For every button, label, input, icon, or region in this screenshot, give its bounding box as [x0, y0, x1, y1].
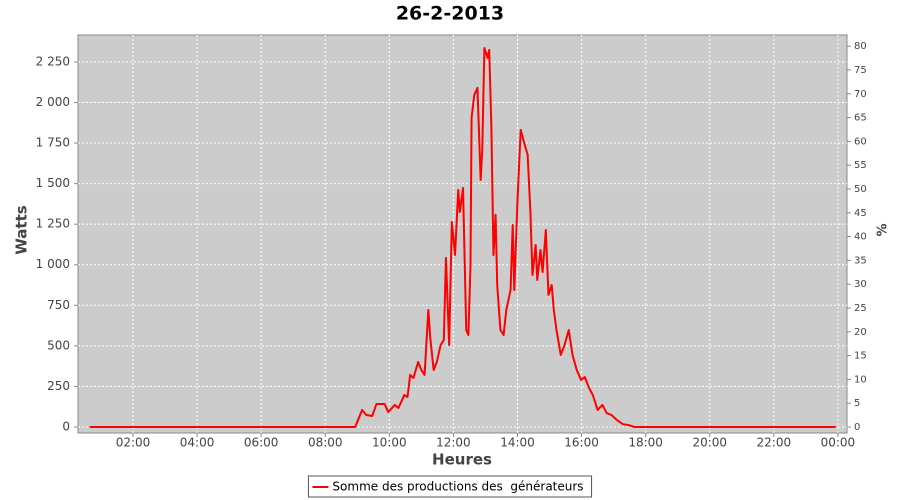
x-tick-label: 10:00 — [372, 436, 407, 450]
y2-tick-label: 20 — [854, 327, 867, 338]
y2-tick-label: 50 — [854, 184, 867, 195]
y2-tick-label: 10 — [854, 374, 867, 385]
y2-tick-label: 15 — [854, 351, 867, 362]
x-tick-label: 08:00 — [308, 436, 343, 450]
y2-axis-label: % — [876, 223, 891, 236]
y-tick-label: 1 000 — [36, 257, 70, 271]
y-tick-label: 1 250 — [36, 217, 70, 231]
y2-tick-label: 55 — [854, 160, 867, 171]
y-tick-label: 750 — [47, 298, 70, 312]
y-tick-label: 2 000 — [36, 95, 70, 109]
y2-tick-label: 75 — [854, 65, 867, 76]
legend-label: Somme des productions des générateurs — [332, 480, 583, 494]
y2-tick-label: 5 — [854, 398, 860, 409]
legend-box — [307, 475, 593, 498]
y-axis-label: Watts — [13, 205, 31, 254]
y2-tick-label: 30 — [854, 279, 867, 290]
x-tick-label: 20:00 — [692, 436, 727, 450]
y2-tick-label: 65 — [854, 113, 867, 124]
x-tick-label: 06:00 — [244, 436, 279, 450]
y-tick-label: 1 750 — [36, 136, 70, 150]
x-tick-label: 02:00 — [116, 436, 151, 450]
x-tick-label: 14:00 — [500, 436, 535, 450]
y2-tick-label: 25 — [854, 303, 867, 314]
plot-area — [77, 34, 848, 434]
y-tick-label: 250 — [47, 379, 70, 393]
y-tick-label: 1 500 — [36, 176, 70, 190]
chart-title: 26-2-2013 — [396, 3, 504, 25]
x-tick-label: 12:00 — [436, 436, 471, 450]
y2-tick-label: 0 — [854, 422, 860, 433]
x-axis-label: Heures — [432, 451, 492, 469]
y-tick-label: 0 — [62, 419, 70, 433]
x-tick-label: 04:00 — [180, 436, 215, 450]
x-tick-label: 16:00 — [564, 436, 599, 450]
x-tick-label: 22:00 — [757, 436, 792, 450]
y2-tick-label: 80 — [854, 41, 867, 52]
x-tick-label: 18:00 — [628, 436, 663, 450]
series-line — [89, 46, 836, 428]
y-tick-label: 2 250 — [36, 54, 70, 68]
y2-tick-label: 70 — [854, 89, 867, 100]
y2-tick-label: 40 — [854, 232, 867, 243]
y2-tick-label: 35 — [854, 255, 867, 266]
y2-tick-label: 60 — [854, 136, 867, 147]
y-tick-label: 500 — [47, 338, 70, 352]
y2-tick-label: 45 — [854, 208, 867, 219]
x-tick-label: 00:00 — [821, 436, 856, 450]
